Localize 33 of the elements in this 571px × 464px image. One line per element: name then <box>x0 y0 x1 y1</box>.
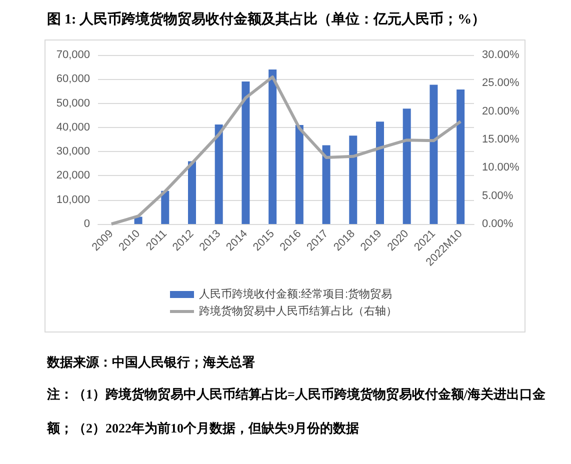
legend-label: 人民币跨境收付金额:经常项目:货物贸易 <box>199 288 392 300</box>
chart-title: 图 1: 人民币跨境货物贸易收付金额及其占比（单位：亿元人民币；%） <box>47 10 486 28</box>
bar <box>161 190 170 224</box>
y-tick-label: 40,000 <box>56 121 90 134</box>
y2-tick-label: 10.00% <box>482 162 520 174</box>
bar <box>402 108 411 224</box>
y-tick-label: 50,000 <box>56 97 90 110</box>
bar <box>268 69 277 224</box>
y2-tick-label: 5.00% <box>482 190 514 202</box>
y-tick-label: 20,000 <box>56 170 90 182</box>
y2-tick-label: 25.00% <box>482 77 520 90</box>
y-tick-label: 10,000 <box>56 194 90 206</box>
y2-tick-label: 20.00% <box>482 105 520 118</box>
y-tick-label: 60,000 <box>56 73 90 86</box>
bar <box>188 161 196 224</box>
bar <box>430 84 438 224</box>
bar <box>349 136 358 224</box>
y2-tick-label: 0.00% <box>482 218 514 230</box>
y2-tick-label: 30.00% <box>482 49 520 61</box>
text: 注：（1）跨境货物贸易中人民币结算占比=人民币跨境货物贸易收付金额/海关进出口金额；（2）2022年为前10个月数据，但缺失9月份的数据 <box>47 386 546 436</box>
y2-tick-label: 15.00% <box>482 134 520 146</box>
bar <box>322 145 330 224</box>
bar <box>456 90 465 224</box>
y-tick-label: 0 <box>84 218 90 230</box>
y-tick-label: 30,000 <box>56 146 90 158</box>
bar <box>242 82 250 224</box>
bar <box>376 122 384 224</box>
source-note: 数据来源：中国人民银行；海关总署 <box>46 354 255 370</box>
bar <box>214 124 223 224</box>
legend-label: 跨境货物贸易中人民币结算占比（右轴） <box>199 304 397 318</box>
line-series <box>110 75 462 226</box>
bar <box>295 125 304 224</box>
y-tick-label: 70,000 <box>56 49 90 61</box>
